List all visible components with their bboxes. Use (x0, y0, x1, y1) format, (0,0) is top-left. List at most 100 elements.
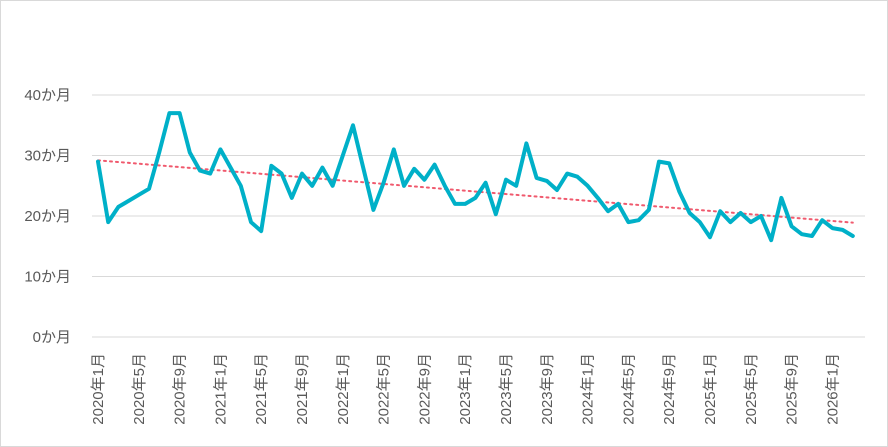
data-point (259, 229, 263, 233)
data-point (728, 220, 732, 224)
x-tick-label: 2025年5月 (743, 353, 760, 425)
x-tick-label: 2021年9月 (294, 353, 311, 425)
data-point (606, 209, 610, 213)
data-point (310, 184, 314, 188)
data-point (820, 218, 824, 222)
data-point (586, 184, 590, 188)
data-point (300, 172, 304, 176)
data-point (708, 235, 712, 239)
y-tick-label: 20か月 (24, 208, 71, 225)
x-tick-label: 2020年5月 (131, 353, 148, 425)
data-point (412, 167, 416, 171)
data-point (96, 160, 100, 164)
data-point (800, 232, 804, 236)
data-point (626, 220, 630, 224)
data-point (188, 150, 192, 154)
data-point (433, 163, 437, 167)
data-point (494, 212, 498, 216)
trendline-layer (97, 159, 854, 224)
data-point (790, 224, 794, 228)
y-tick-label: 10か月 (24, 269, 71, 286)
data-point (718, 209, 722, 213)
data-point (637, 218, 641, 222)
x-tick-label: 2020年1月 (90, 353, 107, 425)
data-point (830, 226, 834, 230)
data-point (514, 184, 518, 188)
data-point (147, 187, 151, 191)
x-axis-tick-labels: 2020年1月 2020年5月 2020年9月 2021年1月 2021年5月 2021年… (90, 353, 841, 425)
data-point (361, 166, 365, 170)
data-point (851, 234, 855, 238)
data-point (667, 161, 671, 165)
gridlines (92, 94, 865, 338)
data-point (229, 166, 233, 170)
data-point (688, 211, 692, 215)
x-tick-label: 2024年1月 (580, 353, 597, 425)
data-point (841, 228, 845, 232)
data-point (810, 234, 814, 238)
x-tick-label: 2023年1月 (457, 353, 474, 425)
data-point (208, 172, 212, 176)
data-point (596, 196, 600, 200)
x-tick-label: 2023年9月 (539, 353, 556, 425)
data-point (616, 202, 620, 206)
data-point (137, 193, 141, 197)
data-point (769, 238, 773, 242)
data-point (739, 211, 743, 215)
data-point (178, 111, 182, 115)
data-point (280, 172, 284, 176)
data-point (647, 208, 651, 212)
data-point (218, 147, 222, 151)
x-tick-label: 2024年5月 (620, 353, 637, 425)
data-point (290, 196, 294, 200)
data-point (535, 176, 539, 180)
data-point (677, 190, 681, 194)
x-tick-label: 2021年5月 (253, 353, 270, 425)
data-point (127, 199, 131, 203)
x-tick-label: 2022年5月 (376, 353, 393, 425)
data-point (524, 141, 528, 145)
data-point (759, 214, 763, 218)
data-point (402, 184, 406, 188)
series-line (96, 111, 855, 243)
x-tick-label: 2023年5月 (498, 353, 515, 425)
data-point (341, 154, 345, 157)
data-point (239, 184, 243, 188)
x-tick-label: 2021年1月 (212, 353, 229, 425)
x-tick-label: 2024年9月 (661, 353, 678, 425)
data-point (351, 123, 355, 127)
trendline (97, 159, 854, 224)
data-point (555, 188, 559, 192)
data-point (422, 178, 426, 182)
y-tick-label: 30か月 (24, 148, 71, 165)
data-point (545, 179, 549, 183)
data-point (698, 220, 702, 224)
data-point (116, 205, 120, 209)
data-point (249, 220, 253, 224)
data-point (453, 202, 457, 206)
data-point (565, 172, 569, 176)
x-tick-label: 2022年9月 (416, 353, 433, 425)
data-point (371, 208, 375, 212)
x-tick-label: 2025年1月 (702, 353, 719, 425)
y-tick-label: 0か月 (33, 329, 71, 346)
data-point (331, 184, 335, 188)
data-point (382, 181, 386, 185)
data-point (463, 202, 467, 206)
data-point (157, 150, 161, 154)
y-axis-tick-labels: 0か月 10か月 20か月 30か月 40か月 (24, 87, 71, 346)
x-tick-label: 2026年1月 (824, 353, 841, 425)
x-tick-label: 2025年9月 (784, 353, 801, 425)
data-point (320, 166, 324, 170)
series-layer (96, 111, 855, 243)
data-point (198, 169, 202, 173)
data-point (392, 147, 396, 151)
data-point (779, 196, 783, 200)
data-point (443, 184, 447, 188)
y-tick-label: 40か月 (24, 87, 71, 104)
data-point (749, 220, 753, 224)
data-point (575, 175, 579, 179)
data-point (504, 178, 508, 182)
data-point (657, 160, 661, 164)
